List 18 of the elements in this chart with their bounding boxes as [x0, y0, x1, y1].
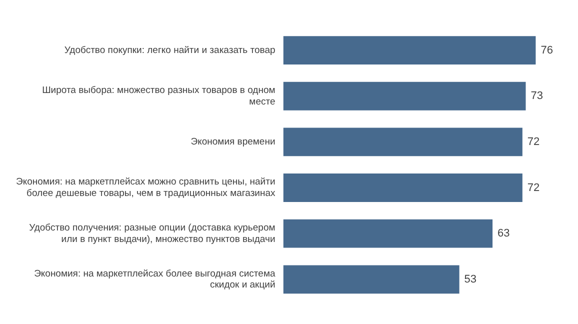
- data-label: 76: [540, 44, 553, 56]
- y-tick-label: Экономия времени: [190, 136, 276, 148]
- data-label: 53: [464, 273, 477, 286]
- y-tick-label: Удобство получения: разные опции (доставка курьером или в пункт выдачи), множество пунктов выдачи: [29, 222, 276, 245]
- y-tick-label: Удобство покупки: легко найти и заказать товар: [64, 44, 276, 56]
- data-label: 72: [527, 136, 540, 148]
- y-tick-label: Экономия: на маркетплейсах можно сравнить цены, найти более дешевые товары, чем в традиционных магазинах: [16, 176, 276, 200]
- bar: [283, 174, 522, 202]
- y-tick-label: Широта выбора: множество разных товаров в одном месте: [42, 85, 276, 108]
- bar: [283, 128, 522, 156]
- bar: [283, 265, 460, 294]
- y-tick-label: Экономия: на маркетплейсах более выгодная система скидок и акций: [34, 268, 276, 291]
- data-label: 73: [530, 90, 543, 102]
- bar: [283, 219, 493, 248]
- data-label: 72: [527, 182, 540, 194]
- bar: [283, 82, 526, 110]
- data-label: 63: [498, 228, 510, 240]
- bar: [283, 36, 536, 65]
